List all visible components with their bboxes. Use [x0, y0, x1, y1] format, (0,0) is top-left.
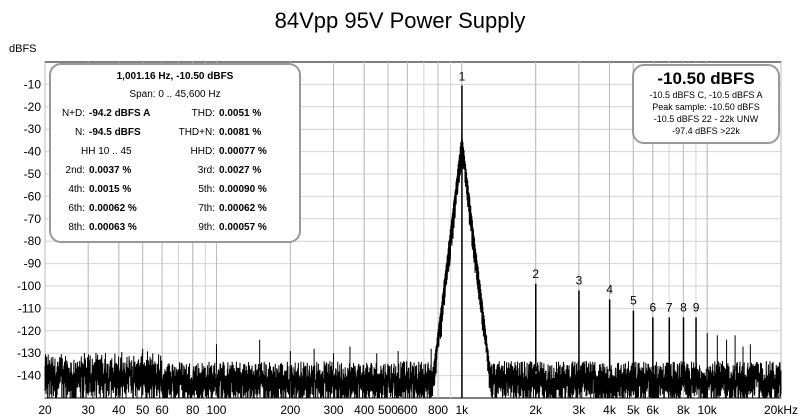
n-value: -94.5 dBFS — [89, 127, 141, 138]
h2-label: 2nd: — [65, 165, 85, 176]
h7-label: 7th: — [198, 203, 215, 214]
hh-range-label: HH 10 .. 45 — [81, 146, 132, 157]
nd-label: N+D: — [61, 108, 85, 119]
x-tick-label: 500 — [378, 403, 398, 417]
h8-label: 8th: — [68, 222, 85, 233]
x-tick-label: 600 — [397, 403, 417, 417]
x-tick-label: 20 — [38, 403, 52, 417]
level-box: -10.50 dBFS -10.5 dBFS C, -10.5 dBFS A P… — [632, 64, 780, 144]
harmonic-label: 8 — [680, 300, 687, 314]
x-tick-label: 40 — [112, 403, 126, 417]
h3-value: 0.0027 % — [219, 165, 262, 176]
level-line-peak: Peak sample: -10.50 dBFS — [652, 102, 760, 112]
level-line-unweighted: -10.5 dBFS 22 - 22k UNW — [653, 114, 759, 124]
thd-label: THD: — [191, 108, 215, 119]
hhd-value: 0.00077 % — [219, 146, 267, 157]
h6-value: 0.00062 % — [89, 203, 137, 214]
harmonic-label-layer: 1 2 3 4 5 6 7 8 9 — [459, 70, 700, 315]
y-tick-label: -110 — [18, 301, 41, 315]
stats-box: 1,001.16 Hz, -10.50 dBFS Span: 0 .. 45,6… — [49, 63, 301, 243]
x-tick-label: 300 — [324, 403, 344, 417]
h4-value: 0.0015 % — [89, 184, 132, 195]
y-tick-label: -30 — [24, 122, 42, 136]
h2-value: 0.0037 % — [89, 165, 132, 176]
y-tick-label: -100 — [17, 279, 41, 293]
x-tick-label: 20kHz — [764, 403, 798, 417]
x-tick-label: 2k — [529, 403, 543, 417]
n-label: N: — [75, 127, 85, 138]
x-tick-label: 1k — [455, 403, 469, 417]
y-tick-label: -90 — [24, 257, 42, 271]
x-tick-label: 50 — [136, 403, 150, 417]
harmonic-label: 2 — [532, 267, 539, 281]
y-tick-label: -130 — [17, 346, 41, 360]
y-tick-label: -80 — [24, 234, 42, 248]
stats-header-frequency: 1,001.16 Hz, -10.50 dBFS — [116, 71, 234, 82]
tick-layer: -10 -20 -30 -40 -50 -60 -70 -80 -90 -100 -110 -120 -… — [17, 77, 798, 417]
harmonic-label: 9 — [693, 300, 700, 314]
harmonic-label: 7 — [666, 300, 673, 314]
h4-label: 4th: — [68, 184, 85, 195]
h5-label: 5th: — [198, 184, 215, 195]
x-tick-label: 800 — [428, 403, 448, 417]
h5-value: 0.00090 % — [219, 184, 267, 195]
x-tick-label: 200 — [280, 403, 300, 417]
x-tick-label: 3k — [573, 403, 587, 417]
y-axis-label: dBFS — [9, 43, 37, 55]
chart-title: 84Vpp 95V Power Supply — [274, 8, 526, 33]
y-tick-label: -20 — [24, 100, 42, 114]
x-tick-label: 4k — [603, 403, 617, 417]
h3-label: 3rd: — [197, 165, 215, 176]
thdn-label: THD+N: — [178, 127, 215, 138]
harmonic-label: 4 — [606, 282, 613, 296]
x-tick-label: 100 — [206, 403, 226, 417]
h9-label: 9th: — [198, 222, 215, 233]
h6-label: 6th: — [68, 203, 85, 214]
level-line-weighted: -10.5 dBFS C, -10.5 dBFS A — [649, 90, 763, 100]
x-tick-label: 400 — [354, 403, 374, 417]
nd-value: -94.2 dBFS A — [89, 108, 151, 119]
level-line-above-22k: -97.4 dBFS >22k — [672, 126, 740, 136]
h7-value: 0.00062 % — [219, 203, 267, 214]
trace-layer — [44, 85, 782, 399]
x-tick-label: 10k — [697, 403, 717, 417]
harmonic-label: 3 — [576, 273, 583, 287]
y-tick-label: -120 — [17, 324, 41, 338]
y-tick-label: -10 — [24, 77, 42, 91]
y-tick-label: -140 — [17, 369, 41, 383]
thdn-value: 0.0081 % — [219, 127, 262, 138]
h8-value: 0.00063 % — [89, 222, 137, 233]
fundamental-label: 1 — [459, 70, 466, 84]
y-tick-label: -40 — [24, 145, 42, 159]
harmonic-label: 5 — [630, 294, 637, 308]
x-tick-label: 5k — [627, 403, 641, 417]
thd-value: 0.0051 % — [219, 108, 262, 119]
harmonic-label: 6 — [650, 300, 657, 314]
x-tick-label: 80 — [186, 403, 200, 417]
x-tick-label: 60 — [155, 403, 169, 417]
hhd-label: HHD: — [190, 146, 215, 157]
y-tick-label: -70 — [24, 212, 42, 226]
x-tick-label: 6k — [646, 403, 660, 417]
spectrum-trace — [44, 133, 782, 399]
y-tick-label: -50 — [24, 167, 42, 181]
stats-header-span: Span: 0 .. 45,600 Hz — [129, 89, 221, 100]
y-tick-label: -60 — [24, 189, 42, 203]
h9-value: 0.00057 % — [219, 222, 267, 233]
level-main: -10.50 dBFS — [657, 69, 755, 88]
x-tick-label: 8k — [677, 403, 691, 417]
x-tick-label: 30 — [82, 403, 96, 417]
